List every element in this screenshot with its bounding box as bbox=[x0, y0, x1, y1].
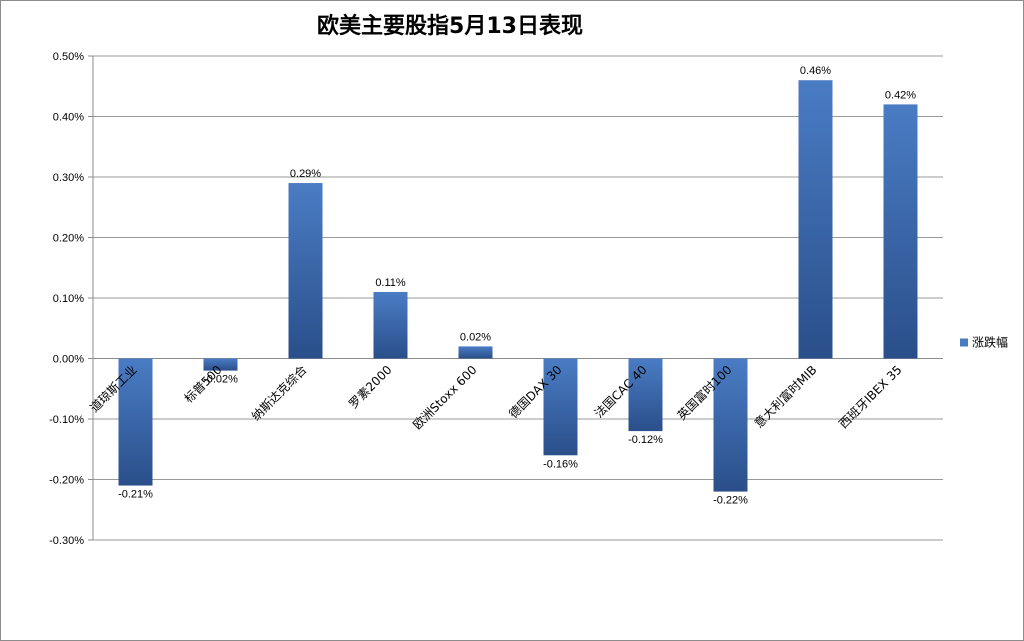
y-tick-label: 0.50% bbox=[53, 51, 84, 63]
bar bbox=[373, 291, 408, 359]
data-label: -0.21% bbox=[118, 489, 153, 501]
category-labels: 道琼斯工业 标普500 纳斯达克综合 罗素2000 欧洲Stoxx 600 德国DAX 3… bbox=[87, 362, 905, 432]
data-label: -0.16% bbox=[543, 458, 578, 470]
bar bbox=[288, 183, 323, 359]
category-label: 纳斯达克综合 bbox=[248, 362, 310, 424]
y-tick-label: 0.10% bbox=[53, 293, 84, 305]
bar bbox=[798, 80, 833, 359]
bar bbox=[628, 358, 663, 432]
y-tick-label: -0.20% bbox=[49, 475, 84, 487]
bar bbox=[118, 358, 153, 486]
bar bbox=[713, 358, 748, 492]
y-tick-label: 0.00% bbox=[53, 354, 84, 366]
y-tick-label: -0.10% bbox=[49, 414, 84, 426]
legend-swatch bbox=[960, 338, 968, 347]
legend-label: 涨跌幅 bbox=[972, 335, 1008, 350]
data-label: 0.29% bbox=[290, 168, 321, 180]
data-label: 0.42% bbox=[885, 89, 916, 101]
data-label: 0.11% bbox=[375, 277, 406, 289]
chart-title: 欧美主要股指5月13日表现 bbox=[317, 14, 583, 39]
legend: 涨跌幅 bbox=[960, 335, 1008, 350]
data-label: -0.12% bbox=[628, 434, 663, 446]
bar bbox=[543, 358, 578, 456]
bars bbox=[118, 80, 918, 492]
y-tick-label: 0.40% bbox=[53, 112, 84, 124]
category-label: 西班牙IBEX 35 bbox=[836, 363, 904, 431]
bar bbox=[883, 104, 918, 359]
data-label: -0.22% bbox=[713, 495, 748, 507]
y-tick-label: -0.30% bbox=[49, 535, 84, 547]
category-label: 欧洲Stoxx 600 bbox=[410, 363, 479, 432]
y-tick-label: 0.20% bbox=[53, 233, 84, 245]
category-label: 罗素2000 bbox=[346, 363, 394, 411]
data-label: 0.02% bbox=[460, 331, 491, 343]
category-label: 意大利富时MIB bbox=[751, 362, 820, 431]
bar bbox=[458, 346, 493, 359]
y-tick-label: 0.30% bbox=[53, 172, 84, 184]
bar bbox=[203, 358, 238, 371]
data-label: -0.02% bbox=[203, 374, 238, 386]
data-labels: -0.21% -0.02% 0.29% 0.11% 0.02% -0.16% -0.12% -… bbox=[118, 65, 916, 506]
data-label: 0.46% bbox=[800, 65, 831, 77]
